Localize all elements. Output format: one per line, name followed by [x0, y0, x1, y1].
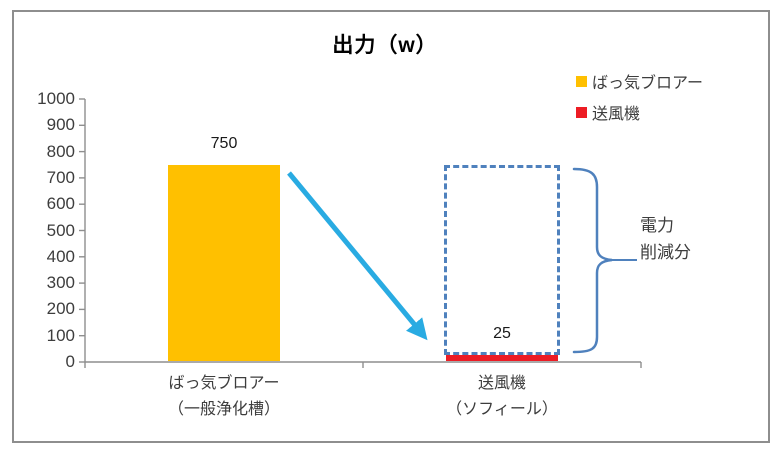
bar-fan [446, 355, 558, 361]
y-axis-tick-label: 800 [46, 141, 75, 161]
y-axis-tick-label: 500 [46, 220, 75, 240]
dashed-outline-box [444, 164, 560, 356]
y-axis-tick-label: 600 [46, 194, 75, 214]
y-axis-tick-label: 1000 [37, 89, 75, 108]
legend-label-aeration-blower: ばっ気ブロアー [592, 75, 704, 92]
power-reduction-label: 電力 削減分 [640, 212, 691, 266]
y-axis-tick-label: 0 [65, 352, 75, 371]
chart-border-frame [12, 10, 770, 443]
y-axis-tick-label: 400 [46, 246, 75, 266]
bar-value-label: 750 [210, 134, 238, 152]
category-label-line2: （ソフィール） [446, 401, 558, 418]
y-axis-tick-label: 200 [46, 299, 75, 319]
bar-aeration-blower [168, 164, 280, 361]
bar-value-label: 25 [493, 325, 511, 343]
legend: ばっ気ブロアー 送風機 [576, 70, 703, 132]
y-axis-tick-label: 300 [46, 273, 75, 293]
legend-label-fan: 送風機 [592, 106, 641, 123]
legend-swatch-fan [576, 106, 587, 118]
power-reduction-label-line2: 削減分 [640, 243, 691, 262]
x-axis-category-label: 送風機 （ソフィール） [392, 371, 612, 423]
legend-swatch-aeration-blower [576, 75, 587, 87]
y-axis-tick-label: 100 [46, 325, 75, 345]
category-label-line2: （一般浄化槽） [167, 401, 280, 418]
y-axis-tick-label: 700 [46, 167, 75, 187]
category-label-line1: ばっ気ブロアー [168, 375, 280, 392]
reduction-brace [572, 167, 613, 354]
category-label-line1: 送風機 [477, 375, 526, 392]
chart-title: 出力（w） [332, 34, 438, 57]
legend-item-fan: 送風機 [576, 101, 703, 123]
reduction-arrow [287, 171, 428, 341]
y-axis-tick-label: 900 [46, 115, 75, 135]
power-reduction-label-line1: 電力 [640, 216, 674, 235]
x-axis-category-label: ばっ気ブロアー （一般浄化槽） [114, 371, 334, 423]
legend-item-aeration-blower: ばっ気ブロアー [576, 70, 703, 92]
